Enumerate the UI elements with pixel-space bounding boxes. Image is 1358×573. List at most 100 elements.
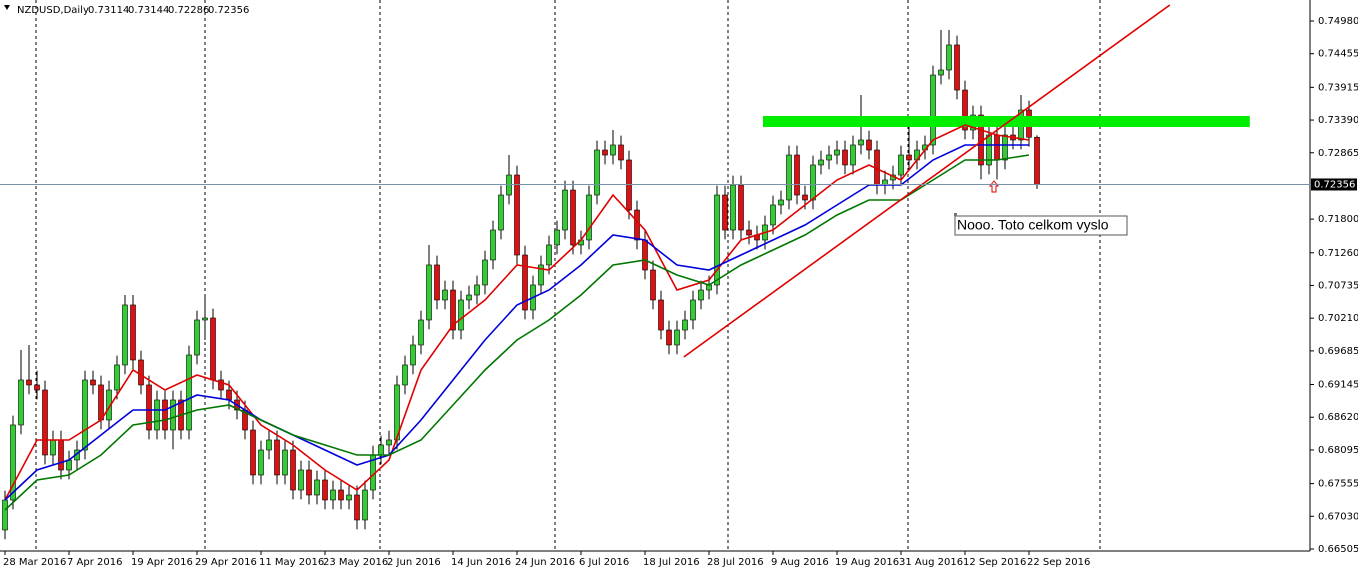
candle-body — [714, 194, 720, 286]
annotation-anchor — [954, 213, 957, 216]
candle-body — [994, 134, 1000, 161]
x-tick-label: 7 Apr 2016 — [67, 557, 122, 568]
candle-body — [602, 149, 608, 156]
resistance-zone — [763, 116, 1250, 127]
candle-body — [626, 159, 632, 211]
candle-body — [258, 449, 264, 476]
candle-body — [434, 264, 440, 301]
candle-body — [634, 209, 640, 241]
y-tick-label: 0.74980 — [1318, 16, 1358, 27]
candle-body — [722, 194, 728, 231]
ohlc-value: 0.73144 — [128, 5, 169, 16]
candle-body — [202, 317, 208, 321]
y-tick-label: 0.69685 — [1318, 346, 1358, 357]
candle-body — [522, 254, 528, 311]
y-tick-label: 0.71260 — [1318, 248, 1358, 259]
candle-body — [682, 319, 688, 331]
y-tick-label: 0.68095 — [1318, 445, 1358, 456]
x-tick-label: 28 Jul 2016 — [707, 557, 764, 568]
candle-body — [98, 384, 104, 421]
x-tick-label: 9 Aug 2016 — [771, 557, 829, 568]
annotation-box — [954, 215, 1128, 236]
x-tick-label: 11 May 2016 — [259, 557, 324, 568]
candle-body — [466, 294, 472, 301]
candle-body — [610, 144, 616, 156]
candle-body — [378, 444, 384, 456]
y-tick-label: 0.67030 — [1318, 511, 1358, 522]
candle-body — [186, 354, 192, 431]
candle-body — [546, 244, 552, 266]
x-tick-label: 12 Sep 2016 — [963, 557, 1026, 568]
candle-body — [842, 149, 848, 166]
candle-body — [410, 344, 416, 366]
candle-body — [2, 499, 8, 531]
x-tick-label: 6 Jul 2016 — [579, 557, 629, 568]
candle-body — [738, 184, 744, 231]
candle-body — [338, 489, 344, 501]
candle-body — [450, 289, 456, 331]
x-tick-label: 24 Jun 2016 — [515, 557, 575, 568]
candle-body — [866, 139, 872, 151]
period-separators — [35, 0, 1101, 551]
candle-body — [386, 439, 392, 446]
candle-body — [290, 449, 296, 491]
candle-body — [474, 284, 480, 296]
candle-body — [786, 154, 792, 201]
candle-body — [498, 194, 504, 231]
candle-body — [26, 379, 32, 386]
y-tick-label: 0.68620 — [1318, 412, 1358, 423]
candle-body — [298, 469, 304, 491]
plot-layer — [2, 4, 1250, 540]
candle-body — [58, 439, 64, 471]
y-tick-label: 0.74455 — [1318, 49, 1358, 60]
candle-body — [794, 154, 800, 196]
candle-body — [194, 319, 200, 356]
candle-body — [138, 359, 144, 386]
ohlc-value: 0.73114 — [88, 5, 129, 16]
candle-body — [458, 299, 464, 331]
y-tick-label: 0.73915 — [1318, 82, 1358, 93]
candle-body — [402, 364, 408, 386]
candle-body — [218, 379, 224, 391]
candle-body — [394, 384, 400, 441]
candle-body — [514, 174, 520, 256]
y-tick-label: 0.70210 — [1318, 313, 1358, 324]
candle-body — [90, 379, 96, 386]
candle-body — [362, 489, 368, 521]
candle-body — [1034, 136, 1040, 185]
candle-body — [346, 494, 352, 501]
moving-average — [4, 154, 1030, 511]
candle-body — [226, 389, 232, 401]
candle-body — [154, 399, 160, 431]
x-tick-label: 29 Apr 2016 — [195, 557, 257, 568]
candle-body — [490, 229, 496, 261]
candle-body — [282, 449, 288, 476]
candle-body — [938, 69, 944, 76]
candle-body — [82, 379, 88, 451]
candle-body — [10, 424, 16, 501]
candle-body — [946, 44, 952, 71]
candle-body — [314, 479, 320, 496]
candle-body — [114, 364, 120, 391]
y-tick-label: 0.66505 — [1318, 544, 1358, 555]
y-tick-label: 0.69145 — [1318, 380, 1358, 391]
candle-body — [802, 194, 808, 201]
x-tick-label: 2 Jun 2016 — [387, 557, 441, 568]
candle-body — [354, 494, 360, 521]
annotation: Nooo. Toto celkom vyslo — [957, 217, 1109, 233]
candle-body — [442, 289, 448, 301]
menu-icon[interactable] — [4, 5, 10, 10]
candle-body — [482, 259, 488, 286]
candle-body — [130, 304, 136, 361]
candle-body — [826, 154, 832, 161]
candle-body — [330, 489, 336, 501]
x-tick-label: 19 Apr 2016 — [131, 557, 193, 568]
candle-body — [506, 174, 512, 196]
x-tick-label: 22 Sep 2016 — [1027, 557, 1090, 568]
candle-body — [122, 304, 128, 366]
candle-body — [746, 229, 752, 236]
moving-average — [4, 124, 1030, 501]
candle-body — [1002, 134, 1008, 161]
